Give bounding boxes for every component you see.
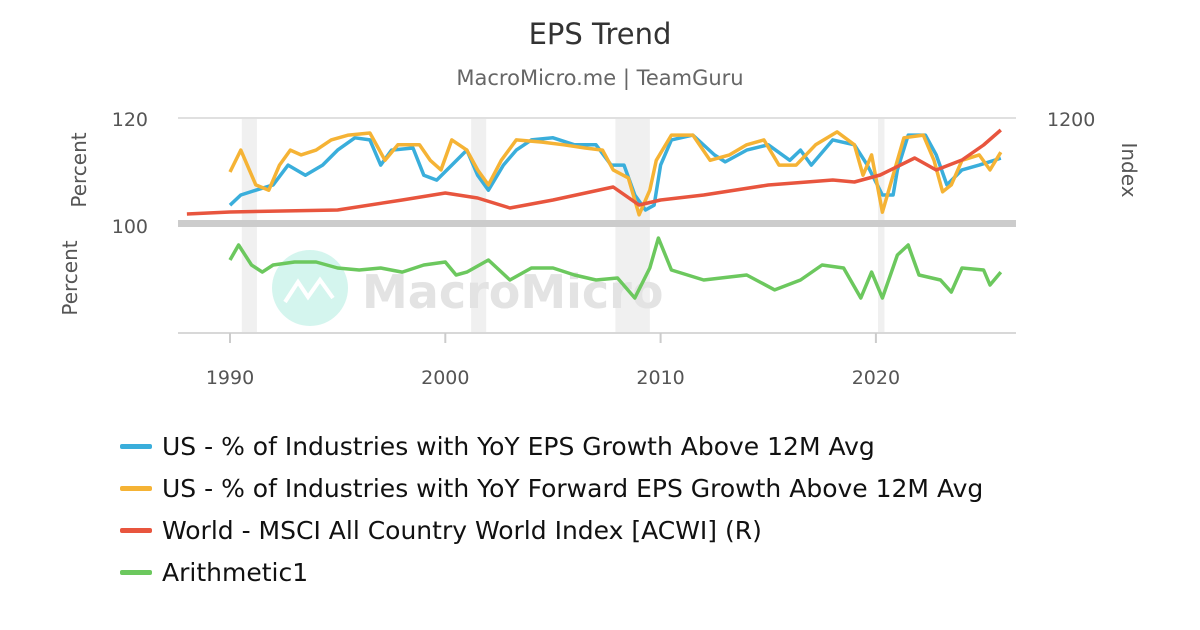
y-axis-label-top: Percent [67,132,91,207]
watermark: MacroMicro [272,250,663,326]
legend-swatch [120,485,152,491]
x-tick-label: 2020 [852,367,900,389]
y-axis-label-right: Index [1117,142,1141,197]
legend-label: Arithmetic1 [162,557,309,587]
panel-divider [178,220,1016,227]
series-line-2 [186,128,1002,216]
x-tick-label: 2010 [636,367,684,389]
x-tick-label: 2000 [421,367,469,389]
legend-swatch [120,569,152,575]
legend-item[interactable]: Arithmetic1 [120,551,983,593]
svg-text:MacroMicro: MacroMicro [362,265,663,319]
chart-svg: EPS Trend MacroMicro.me | TeamGuru Macro… [58,17,1141,389]
legend-label: US - % of Industries with YoY Forward EP… [162,473,984,503]
legend-swatch [120,443,152,449]
y-tick-120: 120 [112,109,148,131]
series-line-3 [228,236,1003,300]
chart-subtitle: MacroMicro.me | TeamGuru [456,66,743,91]
x-tick-label: 1990 [206,367,254,389]
legend-swatch [120,527,152,533]
legend: US - % of Industries with YoY EPS Growth… [120,425,983,593]
legend-item[interactable]: US - % of Industries with YoY Forward EP… [120,467,983,509]
legend-item[interactable]: US - % of Industries with YoY EPS Growth… [120,425,983,467]
chart-title: EPS Trend [529,17,672,51]
legend-label: US - % of Industries with YoY EPS Growth… [162,431,875,461]
legend-label: World - MSCI All Country World Index [AC… [162,515,762,545]
legend-item[interactable]: World - MSCI All Country World Index [AC… [120,509,983,551]
series-line-1 [228,130,1003,217]
y-right-tick-1200: 1200 [1047,109,1095,131]
y-axis-label-bottom: Percent [58,240,82,315]
y-tick-100: 100 [112,216,148,238]
